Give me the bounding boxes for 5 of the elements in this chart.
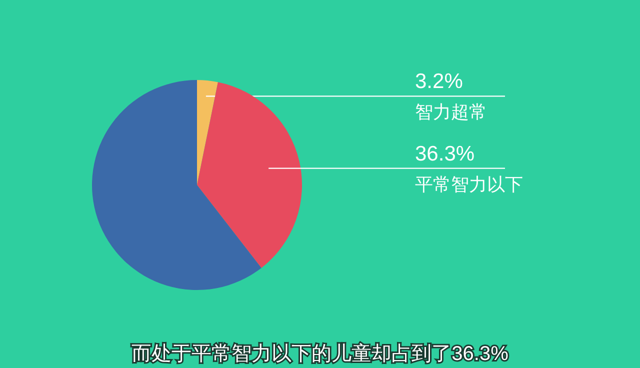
slice-label: 智力超常 [415,102,487,122]
data-label: 3.2% [415,70,463,94]
text: 而处于平常智力以下的儿童却占到了36.3% [132,342,509,365]
slice-label: 平常智力以下 [415,174,523,194]
data-label: 36.3% [415,142,475,166]
